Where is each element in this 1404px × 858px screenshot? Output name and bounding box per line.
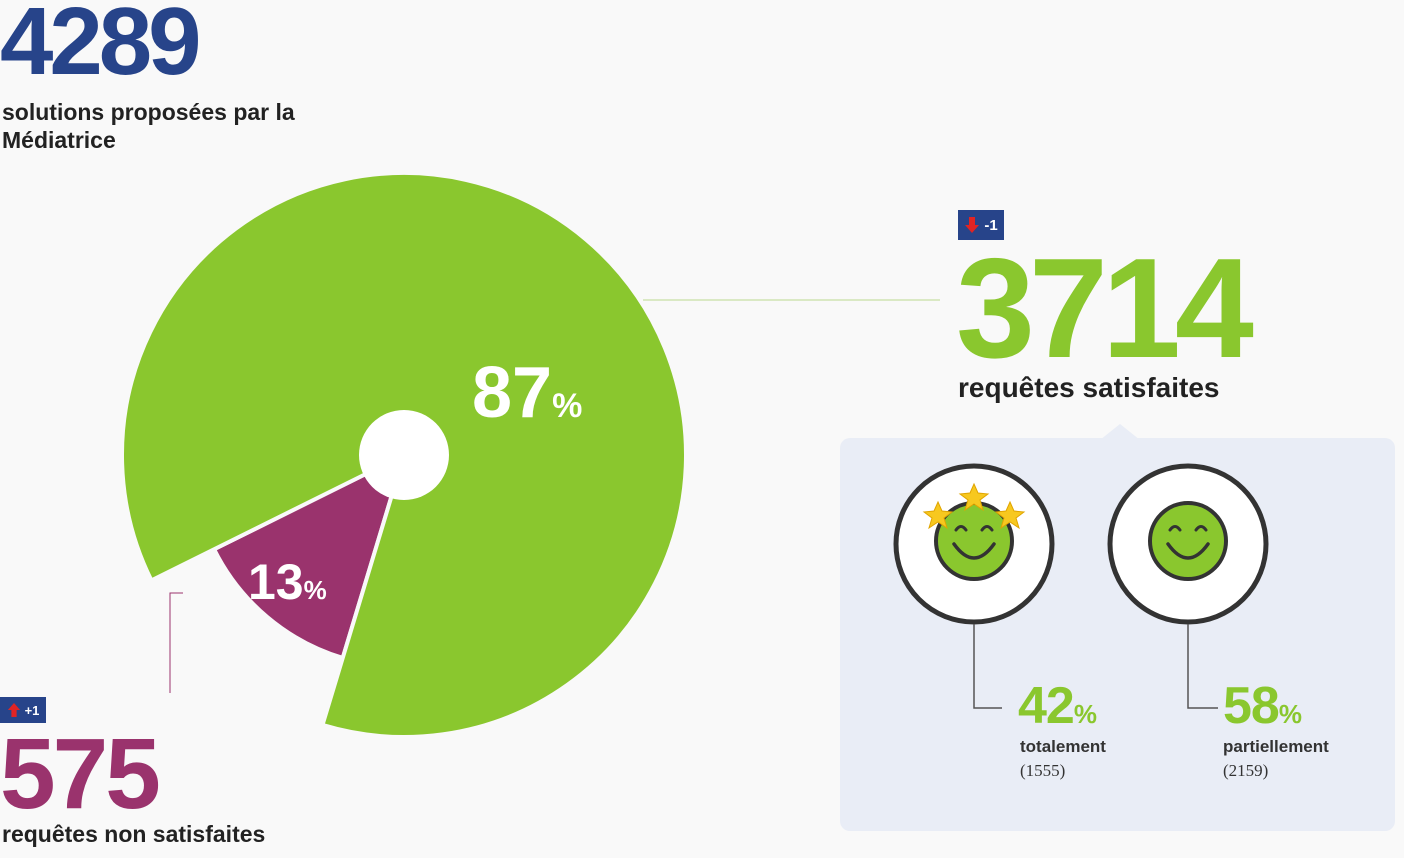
partiellement-count: (2159) <box>1223 761 1269 780</box>
satisfied-trend-value: -1 <box>984 216 998 234</box>
arrow-down-icon <box>965 217 980 233</box>
totalement-connector <box>973 624 1002 709</box>
arrow-up-icon <box>7 703 20 717</box>
smiley-with-stars-icon <box>893 463 1055 625</box>
slice-label-satisfied: 87% <box>472 353 583 433</box>
unsatisfied-label: requêtes non satisfaites <box>2 821 266 847</box>
smiley-icon <box>1107 463 1269 625</box>
satisfied-label: requêtes satisfaites <box>958 372 1220 403</box>
total-solutions-label: solutions proposées par la Médiatrice <box>2 99 295 153</box>
satisfied-value: 3714 <box>956 229 1254 388</box>
pie-center-hole <box>359 410 449 500</box>
slice-label-unsatisfied: 13% <box>248 554 327 610</box>
satisfied-trend-badge: -1 <box>958 210 1004 240</box>
totalement-label: totalement <box>1020 737 1106 756</box>
totalement-count: (1555) <box>1020 761 1066 780</box>
unsatisfied-trend-badge: +1 <box>0 697 46 723</box>
total-solutions-value: 4289 <box>0 0 202 95</box>
totalement-percent: 42% <box>1018 677 1097 735</box>
partiellement-connector <box>1187 624 1218 709</box>
breakdown-graphics <box>893 463 1269 709</box>
panel-pointer <box>1100 424 1140 440</box>
partiellement-percent: 58% <box>1223 677 1302 735</box>
unsatisfied-trend-value: +1 <box>24 702 40 718</box>
unsatisfied-leader-line <box>169 592 183 693</box>
partiellement-label: partiellement <box>1223 737 1329 756</box>
unsatisfied-value: 575 <box>0 718 161 830</box>
